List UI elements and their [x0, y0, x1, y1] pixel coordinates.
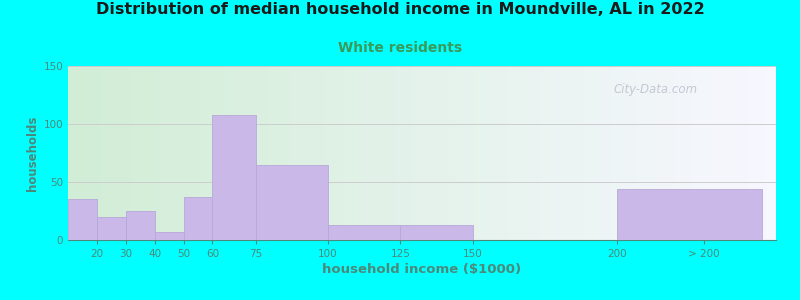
Text: White residents: White residents — [338, 40, 462, 55]
Bar — [400, 225, 473, 240]
Bar — [617, 189, 762, 240]
Bar — [213, 115, 256, 240]
Bar — [183, 197, 213, 240]
Bar — [328, 225, 400, 240]
Bar — [97, 217, 126, 240]
Bar — [256, 165, 328, 240]
X-axis label: household income ($1000): household income ($1000) — [322, 263, 522, 276]
Bar — [154, 232, 183, 240]
Bar — [126, 211, 154, 240]
Y-axis label: households: households — [26, 115, 39, 191]
Bar — [68, 200, 97, 240]
Text: Distribution of median household income in Moundville, AL in 2022: Distribution of median household income … — [96, 2, 704, 16]
Text: City-Data.com: City-Data.com — [613, 83, 698, 96]
